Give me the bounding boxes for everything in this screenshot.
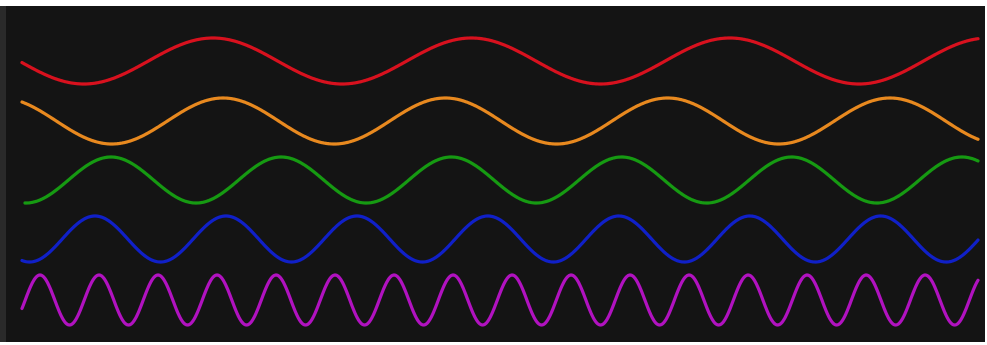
wave-red <box>20 36 980 86</box>
wave-green <box>23 155 980 205</box>
wave-orange <box>20 96 980 146</box>
wave-canvas <box>6 6 985 342</box>
wave-blue <box>20 214 980 264</box>
wave-violet <box>20 273 980 327</box>
left-edge-strip <box>0 6 6 342</box>
